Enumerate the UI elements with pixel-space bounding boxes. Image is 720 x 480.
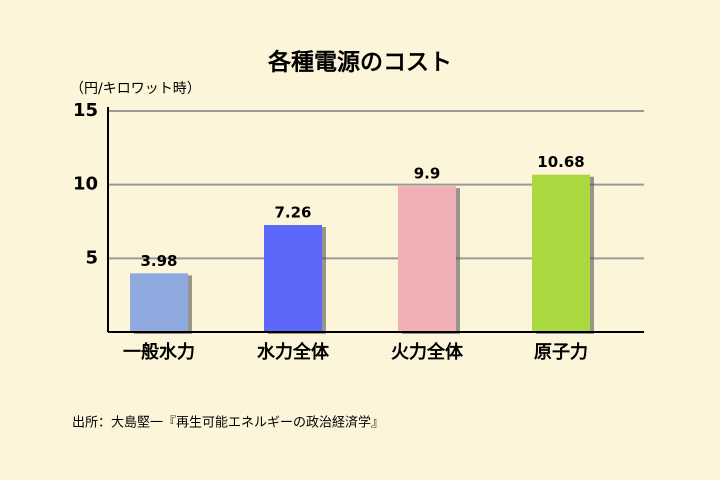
y-tick-label: 15: [73, 100, 98, 121]
chart-title: 各種電源のコスト: [267, 49, 452, 76]
x-tick-label: 水力全体: [257, 341, 330, 363]
x-tick-label: 原子力: [534, 342, 588, 363]
bar: [532, 174, 590, 332]
value-label: 10.68: [537, 153, 584, 171]
y-tick-label: 10: [73, 174, 98, 195]
source-note: 出所：大島堅一『再生可能エネルギーの政治経済学』: [72, 415, 384, 431]
value-label: 7.26: [274, 204, 311, 222]
bar: [264, 225, 322, 332]
y-tick-label: 5: [85, 247, 98, 268]
y-axis-label: （円/キロワット時）: [70, 81, 201, 97]
value-label: 9.9: [414, 165, 441, 183]
value-label: 3.98: [140, 252, 177, 270]
bar: [398, 186, 456, 332]
x-tick-label: 火力全体: [391, 341, 464, 363]
bar: [130, 273, 188, 332]
x-tick-label: 一般水力: [123, 341, 195, 363]
